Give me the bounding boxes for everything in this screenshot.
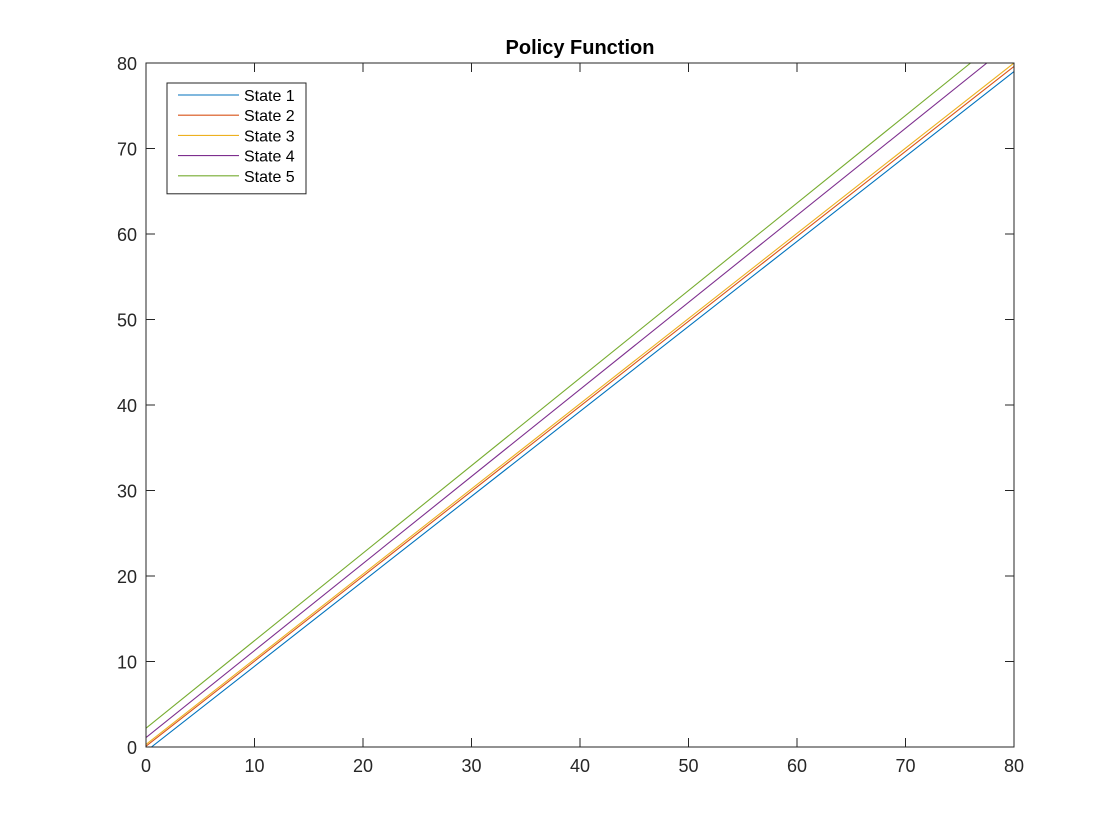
y-tick-label: 70 <box>117 140 137 160</box>
x-tick-label: 70 <box>895 756 915 776</box>
x-tick-label: 30 <box>461 756 481 776</box>
legend: State 1 State 2 State 3 State 4 State 5 <box>166 82 307 195</box>
y-tick-label: 30 <box>117 482 137 502</box>
legend-label-5: State 5 <box>244 169 295 186</box>
x-tick-label: 40 <box>570 756 590 776</box>
series-layer <box>146 63 1014 747</box>
x-tick-label: 60 <box>787 756 807 776</box>
y-tick-label: 10 <box>117 653 137 673</box>
x-tick-label: 50 <box>678 756 698 776</box>
legend-label-1: State 1 <box>244 88 295 105</box>
series-line-2 <box>146 65 1014 747</box>
series-line-3 <box>146 63 1014 745</box>
series-line-1 <box>146 71 1014 747</box>
x-tick-label: 80 <box>1004 756 1024 776</box>
x-tick-label: 20 <box>353 756 373 776</box>
y-tick-label: 0 <box>127 738 137 758</box>
y-tick-label: 60 <box>117 225 137 245</box>
y-tick-label: 20 <box>117 567 137 587</box>
legend-label-3: State 3 <box>244 128 295 145</box>
y-tick-label: 40 <box>117 396 137 416</box>
legend-label-2: State 2 <box>244 108 295 125</box>
y-tick-label: 80 <box>117 54 137 74</box>
x-tick-label: 10 <box>244 756 264 776</box>
series-line-5 <box>146 63 971 729</box>
x-tick-label: 0 <box>141 756 151 776</box>
y-tick-label: 50 <box>117 311 137 331</box>
series-line-4 <box>146 63 988 739</box>
ticks-layer: 0 10 20 30 40 50 60 70 80 0 10 20 30 40 50 60 70 80 <box>117 54 1024 776</box>
chart-title: Policy Function <box>506 37 655 59</box>
legend-label-4: State 4 <box>244 149 295 166</box>
